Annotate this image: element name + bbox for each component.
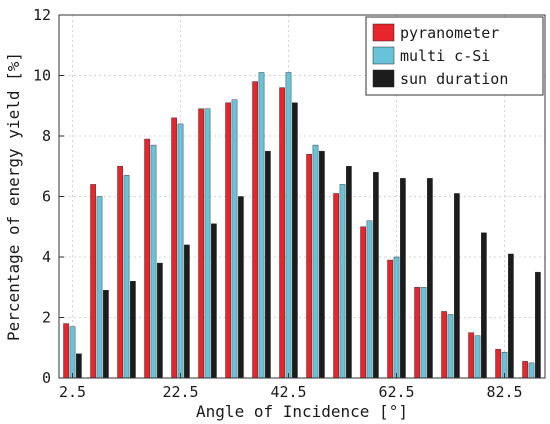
bar-multi-c-si: [69, 326, 76, 379]
bar-multi-c-si: [393, 256, 400, 379]
bar-pyranometer: [306, 153, 312, 379]
bar-sun-duration: [130, 281, 136, 379]
bar-sun-duration: [103, 290, 109, 379]
bar-multi-c-si: [420, 287, 427, 379]
bar-multi-c-si: [123, 175, 130, 379]
bar-multi-c-si: [285, 72, 292, 379]
bar-multi-c-si: [474, 335, 481, 379]
bar-multi-c-si: [258, 72, 265, 379]
bar-pyranometer: [360, 226, 366, 379]
bar-sun-duration: [481, 232, 487, 379]
bar-sun-duration: [535, 271, 541, 379]
y-tick-label: 12: [33, 6, 51, 24]
bar-sun-duration: [238, 196, 244, 379]
bar-pyranometer: [495, 349, 501, 379]
y-tick-label: 6: [42, 188, 51, 206]
bar-pyranometer: [279, 87, 285, 379]
x-tick-label: 82.5: [486, 383, 522, 401]
bar-sun-duration: [184, 244, 190, 379]
bar-sun-duration: [346, 166, 352, 379]
bar-pyranometer: [63, 323, 69, 379]
bar-pyranometer: [90, 184, 96, 379]
bar-pyranometer: [387, 259, 393, 379]
bar-pyranometer: [144, 138, 150, 379]
x-axis-ticks: 2.5 22.5 42.5 62.5 82.5: [59, 373, 523, 401]
legend: pyranometer multi c-Si sun duration: [365, 16, 544, 96]
bar-sun-duration: [211, 223, 217, 379]
bars: [63, 72, 541, 379]
legend-swatch: [372, 69, 395, 88]
bar-sun-duration: [454, 193, 460, 379]
bar-sun-duration: [319, 150, 325, 379]
bar-sun-duration: [373, 172, 379, 379]
bar-pyranometer: [522, 361, 528, 379]
y-axis-ticks: 0 2 4 6 8 10 12: [33, 6, 64, 387]
x-tick-label: 62.5: [378, 383, 414, 401]
bar-pyranometer: [441, 311, 447, 379]
legend-swatch: [372, 23, 395, 42]
bar-pyranometer: [198, 108, 204, 379]
bar-pyranometer: [117, 166, 123, 379]
x-tick-label: 22.5: [162, 383, 198, 401]
x-tick-label: 2.5: [59, 383, 86, 401]
y-tick-label: 10: [33, 67, 51, 85]
bar-multi-c-si: [339, 184, 346, 379]
bar-multi-c-si: [447, 314, 454, 379]
y-tick-label: 8: [42, 127, 51, 145]
legend-box: [365, 16, 544, 96]
bar-multi-c-si: [96, 196, 103, 379]
bar-multi-c-si: [231, 99, 238, 379]
bar-multi-c-si: [177, 123, 184, 379]
bar-pyranometer: [171, 117, 177, 379]
bar-multi-c-si: [150, 144, 157, 379]
y-tick-label: 4: [42, 248, 51, 266]
bar-sun-duration: [292, 102, 298, 379]
bar-multi-c-si: [312, 144, 319, 379]
bar-multi-c-si: [528, 362, 535, 379]
bar-pyranometer: [333, 193, 339, 379]
bar-sun-duration: [400, 178, 406, 379]
bar-pyranometer: [414, 287, 420, 379]
y-tick-label: 2: [42, 309, 51, 327]
bar-multi-c-si: [366, 220, 373, 379]
bar-sun-duration: [265, 150, 271, 379]
bar-sun-duration: [76, 353, 82, 379]
x-tick-label: 42.5: [270, 383, 306, 401]
bar-sun-duration: [508, 253, 514, 379]
legend-label: pyranometer: [400, 24, 499, 42]
y-tick-label: 0: [42, 369, 51, 387]
legend-swatch: [372, 46, 395, 65]
bar-pyranometer: [225, 102, 231, 379]
bar-pyranometer: [252, 81, 258, 379]
bar-sun-duration: [427, 178, 433, 379]
bar-pyranometer: [468, 332, 474, 379]
bar-sun-duration: [157, 262, 163, 379]
x-axis-label: Angle of Incidence [°]: [196, 402, 408, 421]
legend-label: multi c-Si: [400, 47, 490, 65]
y-axis-label: Percentage of energy yield [%]: [4, 52, 23, 341]
legend-label: sun duration: [400, 70, 508, 88]
bar-multi-c-si: [204, 108, 211, 379]
